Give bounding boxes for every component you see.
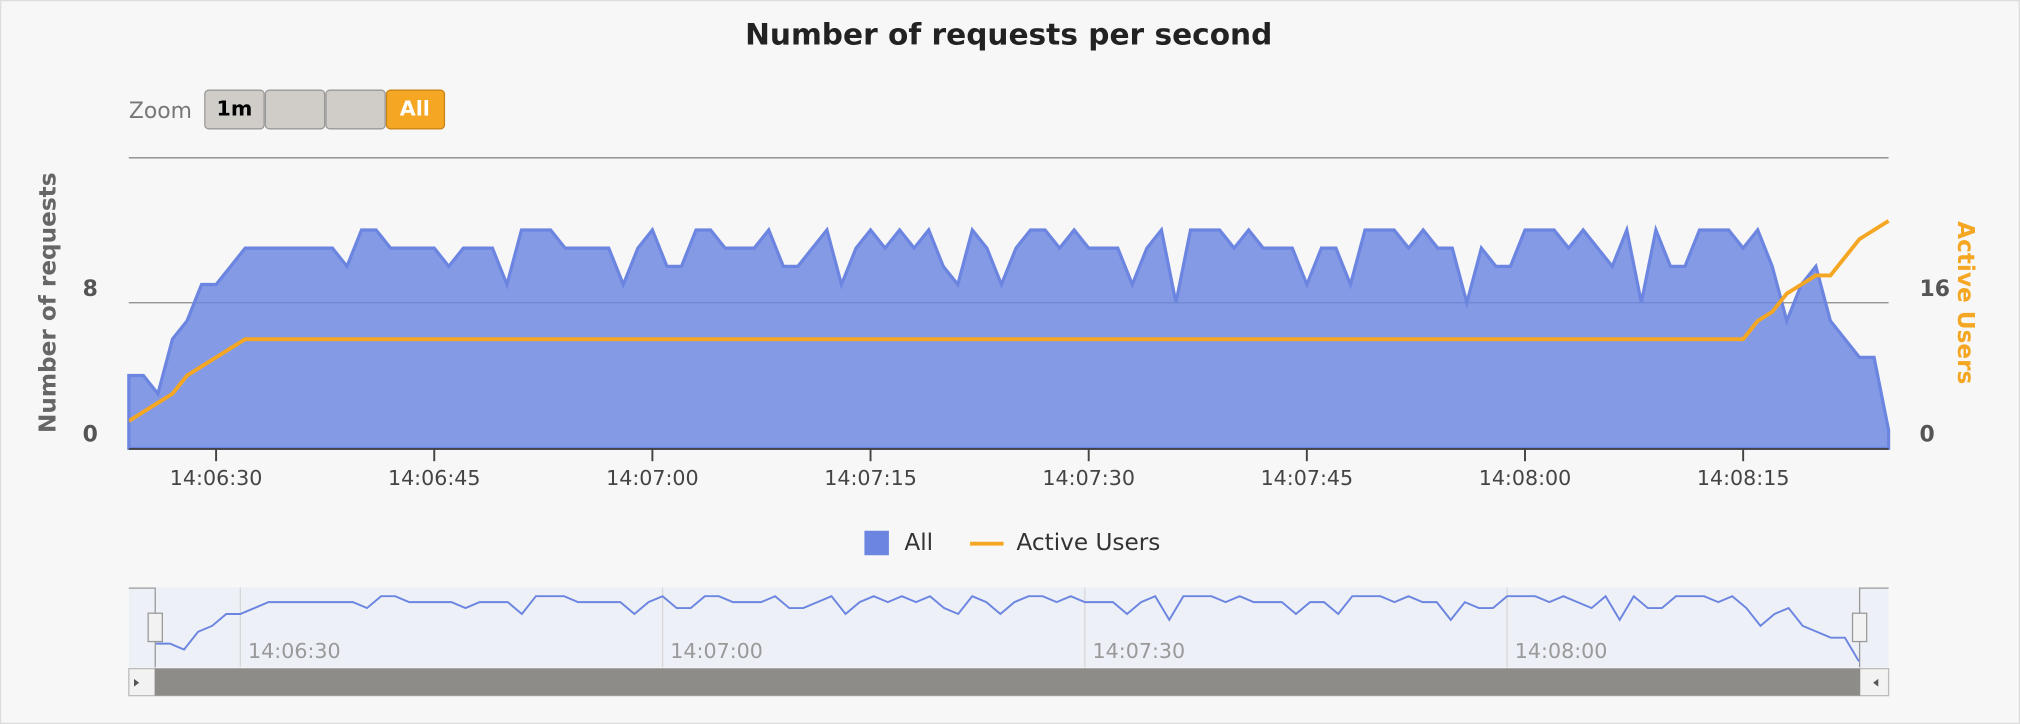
y2-axis-title: Active Users <box>1952 221 1979 384</box>
x-tick-label: 14:06:45 <box>388 466 481 490</box>
zoom-button-label[interactable]: All <box>400 97 430 121</box>
y2-tick-label: 16 <box>1920 277 1950 302</box>
navigator-bg <box>128 587 1889 668</box>
navigator-tick-label: 14:07:00 <box>670 639 763 663</box>
zoom-button[interactable]: All <box>385 89 446 130</box>
legend-label: Active Users <box>1016 529 1160 556</box>
x-tick-label: 14:06:30 <box>170 466 263 490</box>
scroll-left-arrow[interactable] <box>133 678 140 687</box>
x-tick-label: 14:08:00 <box>1479 466 1572 490</box>
zoom-button-bg[interactable] <box>204 89 265 130</box>
scroll-right-arrow[interactable] <box>1873 678 1879 687</box>
zoom-button[interactable]: 1m <box>204 89 265 130</box>
line <box>128 219 1890 423</box>
navigator-tick-label: 14:06:30 <box>248 639 341 663</box>
zoom-button[interactable] <box>325 89 386 130</box>
x-tick-label: 14:07:00 <box>606 466 699 490</box>
scrollbar-thumb[interactable] <box>154 668 1861 696</box>
y-tick-label: 8 <box>83 277 98 302</box>
x-tick-label: 14:07:30 <box>1042 466 1135 490</box>
x-tick-label: 14:07:45 <box>1261 466 1354 490</box>
zoom-button[interactable] <box>264 89 326 130</box>
legend-swatch <box>864 530 889 556</box>
navigator-tick-label: 14:08:00 <box>1515 639 1608 663</box>
navigator-handle[interactable] <box>1851 612 1868 643</box>
y-tick-label: 0 <box>83 422 98 447</box>
x-tick-label: 14:07:15 <box>824 466 917 490</box>
zoom-label: Zoom <box>129 99 192 124</box>
y-axis-title: Number of requests <box>34 172 61 433</box>
y2-tick-label: 0 <box>1920 422 1935 447</box>
chart-title: Number of requests per second <box>745 18 1272 52</box>
navigator-handle[interactable] <box>147 612 163 643</box>
x-tick-label: 14:08:15 <box>1697 466 1790 490</box>
legend-label: All <box>904 529 933 556</box>
zoom-button-label[interactable]: 1m <box>217 97 253 121</box>
zoom-button-bg[interactable] <box>385 89 446 130</box>
navigator-series <box>155 594 1860 662</box>
navigator-tick-label: 14:07:30 <box>1093 639 1186 663</box>
